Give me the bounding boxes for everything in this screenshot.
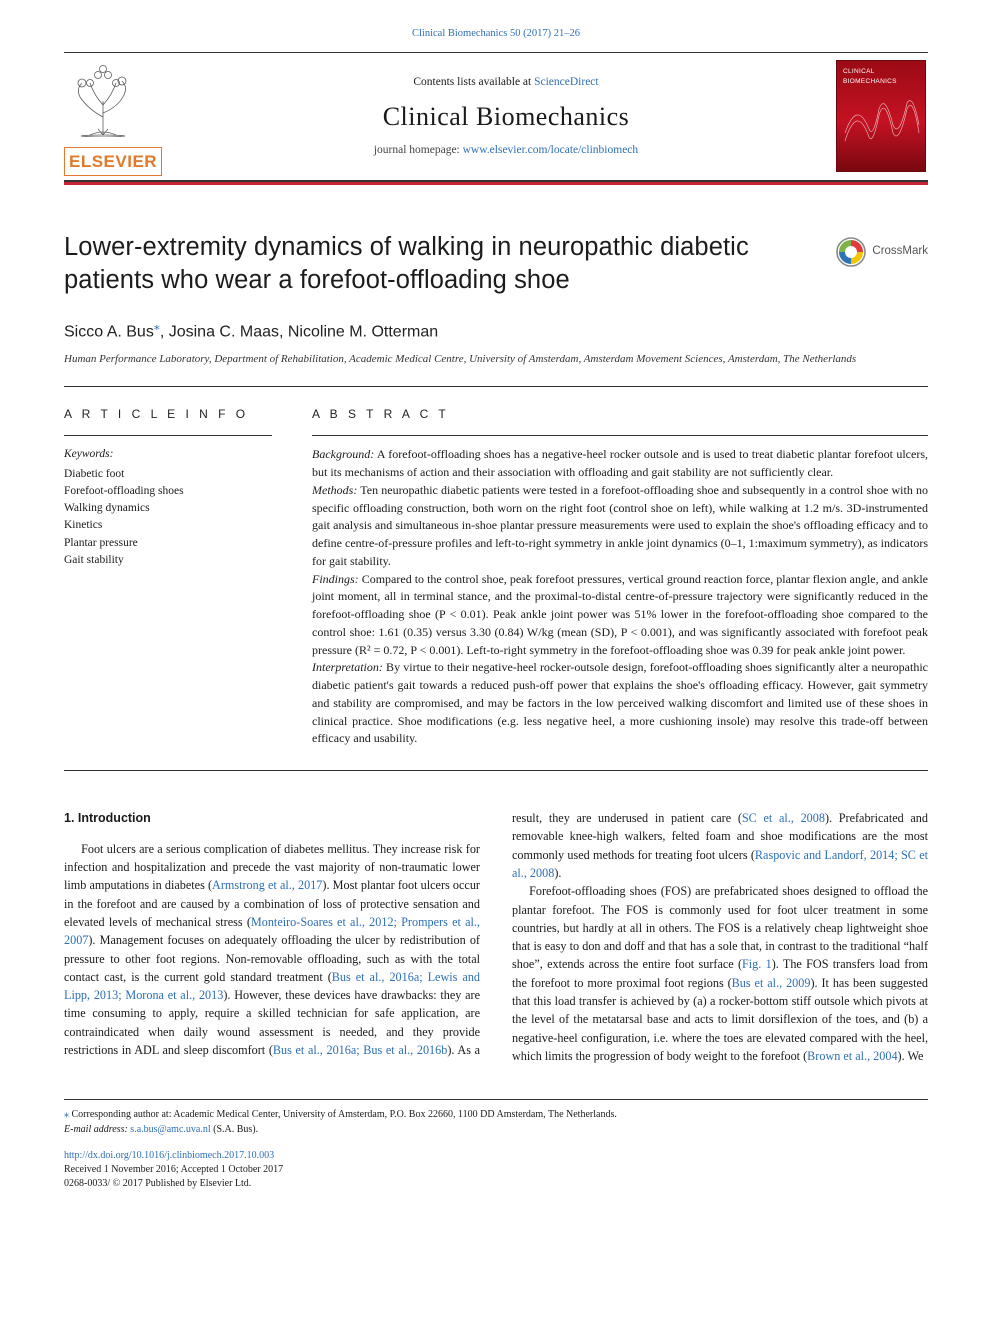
citation-link[interactable]: Armstrong et al., 2017 [212, 878, 322, 892]
abstract-text: Compared to the control shoe, peak foref… [312, 572, 928, 657]
crossmark-icon [836, 237, 866, 267]
homepage-link[interactable]: www.elsevier.com/locate/clinbiomech [463, 144, 639, 156]
corresponding-text: Corresponding author at: Academic Medica… [72, 1109, 617, 1120]
article-title: Lower-extremity dynamics of walking in n… [64, 231, 824, 297]
authors-rest: , Josina C. Maas, Nicoline M. Otterman [160, 323, 438, 340]
abstract-label: Findings: [312, 572, 359, 586]
article-info-col: A R T I C L E I N F O Keywords: Diabetic… [64, 405, 272, 748]
authors-line: Sicco A. Bus⁎, Josina C. Maas, Nicoline … [64, 317, 928, 344]
keyword-item: Plantar pressure [64, 535, 272, 552]
masthead: ELSEVIER Contents lists available at Sci… [64, 52, 928, 182]
received-line: Received 1 November 2016; Accepted 1 Oct… [64, 1163, 928, 1177]
email-link[interactable]: s.a.bus@amc.uva.nl [130, 1124, 210, 1135]
email-suffix: (S.A. Bus). [211, 1124, 259, 1135]
intro-p2: Forefoot-offloading shoes (FOS) are pref… [512, 882, 928, 1065]
abstract-col: A B S T R A C T Background: A forefoot-o… [312, 405, 928, 748]
contents-line: Contents lists available at ScienceDirec… [413, 74, 598, 91]
contents-prefix: Contents lists available at [413, 76, 534, 88]
abstract-paragraph: Findings: Compared to the control shoe, … [312, 571, 928, 660]
footnotes: ⁎ Corresponding author at: Academic Medi… [64, 1099, 928, 1191]
cover-caption: CLINICAL BIOMECHANICS [843, 67, 925, 87]
affiliation: Human Performance Laboratory, Department… [64, 352, 928, 368]
doi-link[interactable]: http://dx.doi.org/10.1016/j.clinbiomech.… [64, 1150, 274, 1161]
keyword-item: Kinetics [64, 517, 272, 534]
figure-ref-link[interactable]: Fig. 1 [742, 957, 772, 971]
citation-link[interactable]: Brown et al., 2004 [807, 1049, 897, 1063]
crossmark-badge[interactable]: CrossMark [836, 237, 928, 267]
intro-text: ). We [898, 1049, 924, 1063]
issn-line: 0268-0033/ © 2017 Published by Elsevier … [64, 1177, 928, 1191]
top-citation: Clinical Biomechanics 50 (2017) 21–26 [64, 26, 928, 42]
elsevier-wordmark: ELSEVIER [64, 147, 162, 176]
article-info-heading: A R T I C L E I N F O [64, 405, 272, 423]
citation-link[interactable]: Bus et al., 2016b [363, 1043, 447, 1057]
author-1: Sicco A. Bus [64, 323, 154, 340]
crossmark-label: CrossMark [872, 243, 928, 260]
rule-below-abstract [64, 770, 928, 771]
keyword-item: Diabetic foot [64, 466, 272, 483]
footnote-marker: ⁎ [64, 1109, 69, 1120]
keyword-item: Gait stability [64, 552, 272, 569]
abstract-heading: A B S T R A C T [312, 405, 928, 423]
keyword-item: Walking dynamics [64, 500, 272, 517]
abstract-paragraph: Interpretation: By virtue to their negat… [312, 659, 928, 748]
publisher-block: ELSEVIER [64, 53, 188, 180]
masthead-center: Contents lists available at ScienceDirec… [188, 53, 824, 180]
homepage-prefix: journal homepage: [374, 144, 463, 156]
rule-above-abstract [64, 386, 928, 387]
abstract-paragraph: Background: A forefoot-offloading shoes … [312, 446, 928, 482]
info-rule [64, 435, 272, 436]
abstract-text: A forefoot-offloading shoes has a negati… [312, 447, 928, 479]
journal-title: Clinical Biomechanics [383, 97, 630, 136]
intro-heading: 1. Introduction [64, 809, 480, 828]
homepage-line: journal homepage: www.elsevier.com/locat… [374, 142, 638, 159]
citation-link[interactable]: Bus et al., 2016a; [273, 1043, 360, 1057]
abstract-rule [312, 435, 928, 436]
intro-text: ). [554, 866, 561, 880]
masthead-right: CLINICAL BIOMECHANICS [824, 53, 928, 180]
abstract-body: Background: A forefoot-offloading shoes … [312, 446, 928, 748]
email-footnote: E-mail address: s.a.bus@amc.uva.nl (S.A.… [64, 1123, 928, 1138]
sciencedirect-link[interactable]: ScienceDirect [534, 76, 599, 88]
abstract-paragraph: Methods: Ten neuropathic diabetic patien… [312, 482, 928, 571]
email-label: E-mail address: [64, 1124, 130, 1135]
abstract-text: By virtue to their negative-heel rocker-… [312, 660, 928, 745]
abstract-label: Background: [312, 447, 374, 461]
cover-graphic-icon [843, 93, 921, 145]
citation-link[interactable]: Bus et al., 2009 [732, 976, 811, 990]
keywords-heading: Keywords: [64, 446, 272, 463]
keywords-list: Diabetic footForefoot-offloading shoesWa… [64, 466, 272, 570]
abstract-label: Methods: [312, 483, 357, 497]
abstract-text: Ten neuropathic diabetic patients were t… [312, 483, 928, 568]
journal-cover-thumb: CLINICAL BIOMECHANICS [836, 60, 926, 172]
top-citation-link[interactable]: Clinical Biomechanics 50 (2017) 21–26 [412, 28, 580, 39]
elsevier-tree-icon [68, 61, 138, 137]
keyword-item: Forefoot-offloading shoes [64, 483, 272, 500]
citation-link[interactable]: SC et al., 2008 [742, 811, 825, 825]
body-two-col: 1. Introduction Foot ulcers are a seriou… [64, 809, 928, 1065]
corresponding-footnote: ⁎ Corresponding author at: Academic Medi… [64, 1108, 928, 1123]
masthead-accent-rule [64, 182, 928, 185]
abstract-label: Interpretation: [312, 660, 383, 674]
